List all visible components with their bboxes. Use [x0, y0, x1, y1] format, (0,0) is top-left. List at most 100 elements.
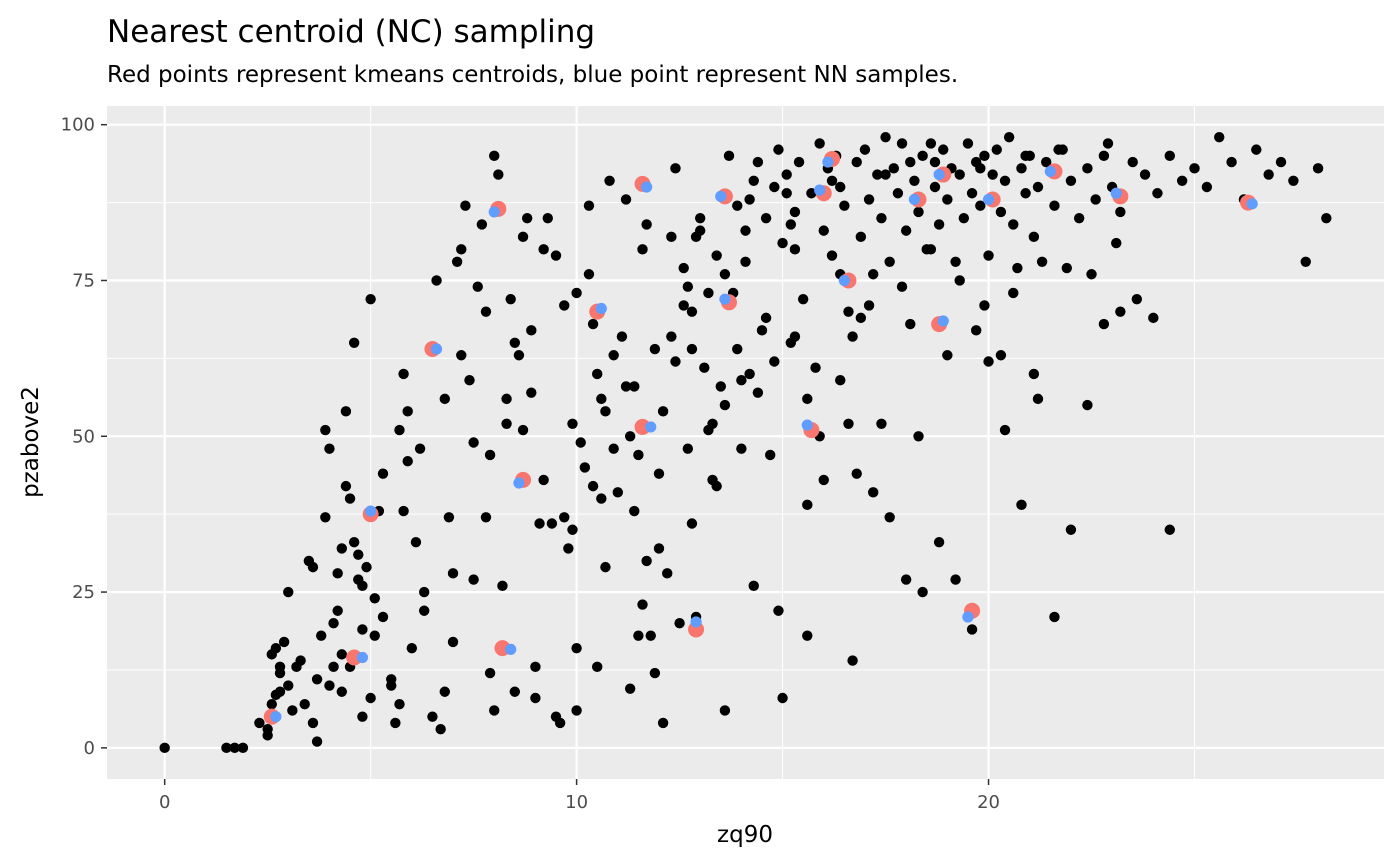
data-point: [657, 406, 669, 417]
data-point: [1041, 156, 1052, 168]
data-point: [1082, 399, 1093, 411]
data-point: [447, 568, 459, 579]
data-point: [987, 169, 998, 180]
sample-point: [719, 293, 731, 305]
data-point: [456, 350, 467, 361]
data-point: [925, 244, 937, 255]
sample-point: [270, 711, 282, 723]
data-point: [278, 636, 290, 648]
data-point: [884, 512, 895, 523]
data-point: [390, 717, 401, 729]
data-point: [451, 256, 463, 267]
data-point: [1176, 175, 1188, 186]
data-point: [843, 306, 854, 317]
data-point: [324, 680, 335, 691]
data-point: [592, 368, 603, 380]
data-point: [818, 474, 829, 486]
data-point: [431, 275, 442, 286]
data-point: [1082, 163, 1093, 174]
data-point: [637, 599, 648, 610]
data-point: [913, 431, 924, 442]
data-point: [616, 331, 628, 342]
data-point: [810, 362, 821, 373]
data-point: [583, 200, 595, 211]
data-point: [1251, 144, 1262, 155]
data-point: [1111, 237, 1122, 249]
data-point: [332, 568, 343, 579]
data-point: [633, 630, 644, 641]
data-point: [732, 343, 743, 355]
data-point: [666, 231, 677, 243]
data-point: [274, 667, 286, 679]
data-point: [571, 287, 582, 299]
data-point: [711, 250, 722, 261]
data-point: [868, 269, 879, 280]
data-point: [559, 512, 570, 523]
data-point: [526, 387, 537, 398]
data-point: [962, 138, 974, 149]
data-point: [340, 406, 352, 417]
data-point: [439, 686, 450, 697]
data-point: [847, 655, 858, 666]
data-point: [377, 611, 389, 623]
axis-ticks: 0 10 20 0 25 50 75 100: [61, 115, 1000, 813]
data-point: [670, 356, 681, 367]
data-point: [748, 580, 759, 592]
data-point: [311, 674, 323, 685]
data-point: [316, 630, 327, 641]
data-point: [484, 449, 496, 461]
data-point: [707, 418, 718, 430]
data-point: [357, 624, 368, 635]
data-point: [892, 188, 904, 199]
data-point: [657, 717, 669, 729]
sample-point: [488, 206, 500, 218]
data-point: [670, 163, 681, 174]
data-point: [760, 312, 772, 324]
data-point: [752, 156, 764, 168]
data-point: [835, 181, 846, 193]
data-point: [1226, 156, 1237, 168]
data-point: [678, 300, 689, 311]
y-axis-title: pzabove2: [18, 386, 44, 498]
sample-point: [822, 156, 834, 168]
data-point: [559, 300, 570, 311]
data-point: [489, 705, 500, 716]
data-point: [340, 480, 352, 492]
sample-point: [595, 302, 607, 315]
data-point: [624, 431, 636, 442]
data-point: [900, 225, 912, 236]
data-point: [254, 717, 265, 729]
data-point: [769, 356, 780, 367]
data-point: [723, 150, 735, 162]
data-point: [929, 181, 941, 193]
data-point: [398, 505, 409, 517]
data-point: [521, 212, 533, 224]
data-point: [682, 443, 694, 454]
data-point: [517, 424, 529, 436]
data-point: [925, 138, 937, 149]
data-point: [682, 281, 694, 292]
data-point: [468, 437, 479, 448]
sample-point: [801, 419, 813, 431]
data-point: [662, 568, 673, 579]
data-point: [975, 200, 986, 211]
data-point: [970, 325, 982, 336]
data-point: [369, 593, 380, 604]
data-point: [365, 293, 376, 305]
data-point: [740, 256, 751, 267]
data-point: [740, 225, 751, 236]
data-point: [587, 480, 599, 492]
data-point: [868, 487, 879, 498]
data-point: [999, 175, 1011, 186]
data-point: [320, 424, 331, 436]
data-point: [876, 418, 887, 430]
data-point: [386, 680, 397, 691]
data-point: [666, 331, 677, 342]
data-point: [237, 742, 249, 754]
data-point: [851, 468, 862, 479]
data-point: [649, 667, 661, 679]
data-point: [1061, 262, 1073, 274]
data-point: [348, 337, 360, 348]
data-point: [414, 443, 426, 454]
data-point: [629, 381, 640, 392]
